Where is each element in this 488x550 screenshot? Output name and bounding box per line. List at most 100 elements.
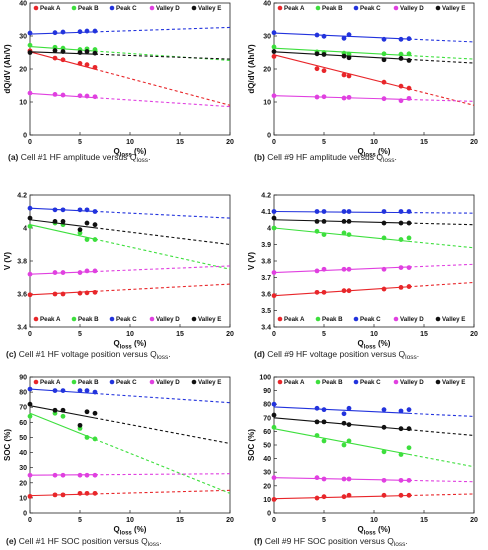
series-valley-e — [27, 215, 231, 246]
legend-marker — [149, 5, 155, 11]
legend-label: Peak A — [284, 379, 305, 386]
data-point — [92, 64, 98, 70]
data-point — [52, 55, 58, 61]
y-tick-label: 60 — [19, 420, 27, 427]
data-point — [406, 284, 412, 289]
fit-line — [273, 32, 410, 40]
data-point — [381, 407, 387, 413]
fit-extrapolation-line — [94, 473, 231, 476]
fit-line — [273, 417, 410, 431]
data-point — [314, 405, 320, 411]
data-point — [60, 407, 66, 413]
x-axis-label: Qloss (%) — [358, 339, 391, 351]
series-valley-e — [27, 401, 231, 445]
fit-line — [273, 428, 410, 455]
x-tick-label: 10 — [126, 517, 134, 524]
x-tick-label: 10 — [370, 517, 378, 524]
y-tick-label: 3.6 — [17, 292, 27, 299]
x-tick-label: 5 — [322, 331, 326, 338]
x-tick-label: 5 — [78, 139, 82, 146]
legend-item: Valley E — [191, 316, 221, 323]
y-axis-label: dQ/dV (Ah/V) — [247, 44, 256, 94]
legend-marker — [315, 316, 321, 322]
data-point — [341, 35, 347, 41]
data-point — [60, 49, 66, 54]
y-tick-label: 40 — [263, 456, 271, 463]
data-point — [381, 57, 387, 63]
data-point — [381, 51, 387, 57]
fit-line — [29, 412, 96, 440]
figure-caption: (e) Cell #1 HF SOC position versus Qloss… — [6, 536, 162, 548]
legend-item: Peak B — [315, 5, 343, 12]
y-tick-label: 3.5 — [261, 308, 271, 315]
data-point — [346, 51, 352, 57]
y-tick-label: 3.7 — [261, 275, 271, 282]
legend-label: Peak C — [116, 5, 137, 12]
data-point — [52, 44, 58, 50]
legend-item: Valley D — [393, 379, 424, 386]
data-point — [271, 225, 277, 231]
data-point — [84, 435, 90, 440]
legend-item: Peak C — [109, 316, 137, 323]
legend-label: Peak B — [78, 5, 99, 12]
fit-extrapolation-line — [94, 53, 231, 60]
y-tick-label: 0 — [23, 511, 27, 518]
data-point — [321, 438, 327, 444]
fit-extrapolation-line — [94, 283, 231, 292]
legend-marker — [191, 5, 197, 11]
x-tick-label: 5 — [322, 139, 326, 146]
data-point — [84, 388, 90, 393]
x-tick-label: 0 — [272, 517, 276, 524]
y-tick-label: 3.9 — [261, 242, 271, 249]
y-tick-label: 30 — [263, 34, 271, 41]
x-axis-label: Qloss (%) — [358, 525, 391, 537]
series-valley-d — [27, 472, 231, 478]
legend: Peak A Peak B Peak C Valley D Valley E — [277, 379, 465, 386]
data-point — [381, 424, 387, 430]
data-point — [271, 293, 277, 299]
x-tick-label: 20 — [226, 517, 234, 524]
plot-area — [273, 376, 475, 514]
legend-item: Valley D — [149, 379, 180, 386]
data-point — [314, 51, 320, 57]
data-point — [346, 232, 352, 238]
data-point — [92, 222, 98, 228]
legend-item: Peak B — [71, 316, 99, 323]
data-point — [27, 30, 33, 36]
data-point — [271, 424, 277, 430]
fit-extrapolation-line — [94, 438, 231, 494]
legend-label: Peak B — [322, 5, 343, 12]
data-point — [398, 426, 404, 432]
data-point — [27, 472, 33, 478]
legend-item: Peak A — [33, 379, 61, 386]
legend-item: Valley D — [149, 316, 180, 323]
legend-item: Peak C — [353, 316, 381, 323]
data-point — [406, 426, 412, 432]
fit-extrapolation-line — [408, 88, 475, 106]
figure-caption: (c) Cell #1 HF voltage position versus Q… — [6, 349, 171, 361]
y-tick-label: 3.4 — [17, 325, 27, 332]
data-point — [381, 235, 387, 241]
series-valley-d — [271, 263, 475, 275]
fit-line — [273, 286, 410, 297]
y-axis-label: V (V) — [3, 252, 12, 271]
data-point — [381, 36, 387, 42]
y-axis-label: V (V) — [247, 252, 256, 271]
data-point — [321, 476, 327, 482]
y-tick-label: 4.2 — [261, 193, 271, 200]
data-point — [84, 290, 90, 296]
data-point — [381, 286, 387, 292]
legend-label: Peak C — [360, 5, 381, 12]
data-point — [271, 412, 277, 418]
data-point — [381, 209, 387, 214]
data-point — [52, 291, 58, 297]
data-point — [77, 50, 83, 55]
fit-line — [273, 494, 410, 500]
data-point — [27, 223, 33, 229]
fit-extrapolation-line — [94, 210, 231, 219]
x-tick-label: 5 — [322, 517, 326, 524]
series-peak-a — [271, 54, 475, 106]
x-axis-label: Qloss (%) — [114, 147, 147, 159]
data-point — [60, 270, 66, 275]
